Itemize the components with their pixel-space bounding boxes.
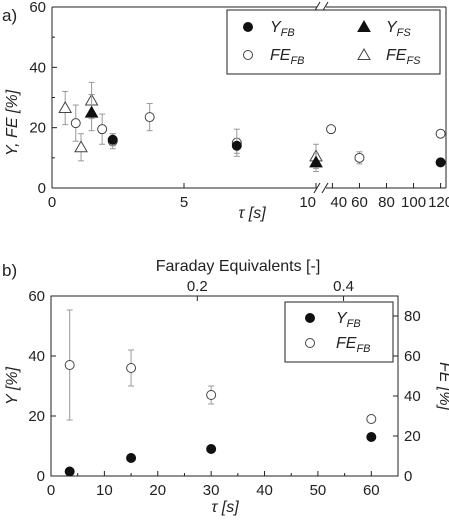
- legend-marker: [243, 22, 253, 32]
- y2-tick-label-b: 60: [404, 348, 421, 365]
- data-point-y-fb: [206, 444, 217, 454]
- legend-marker: [357, 19, 371, 32]
- top-axis-label-b: Faraday Equivalents [-]: [156, 258, 321, 275]
- data-point-y-fb: [231, 140, 242, 151]
- legend-marker: [305, 313, 315, 323]
- x-tick-label-a: 40: [330, 194, 347, 211]
- legend-label: FEFB: [270, 47, 305, 67]
- data-point-y-fb: [435, 157, 446, 168]
- data-point-fe-fb: [354, 152, 365, 163]
- data-point-fe-fs: [74, 140, 88, 153]
- y2-tick-label-b: 0: [404, 468, 412, 485]
- x-axis-label-b: τ [s]: [211, 499, 239, 516]
- data-point-fe-fb: [206, 390, 217, 400]
- y2-tick-label-b: 20: [404, 428, 421, 445]
- x-axis-label-a: τ [s]: [238, 205, 266, 222]
- data-point-fe-fb: [144, 112, 155, 123]
- data-point-fe-fb: [70, 118, 81, 129]
- legend-marker: [357, 47, 371, 60]
- data-point-y-fb: [366, 432, 377, 442]
- y-axis-label-a: Y, FE [%]: [4, 89, 21, 156]
- legend-marker: [305, 338, 315, 348]
- data-point-fe-fb: [366, 414, 377, 424]
- x-tick-label-b: 30: [203, 482, 220, 499]
- y2-tick-label-b: 80: [404, 308, 421, 325]
- y2-axis-label-b: FE [%]: [436, 362, 449, 411]
- x-tick-label-b: 10: [96, 482, 113, 499]
- data-point-fe-fb: [326, 124, 337, 135]
- x-tick-label-b: 0: [47, 482, 55, 499]
- data-point-fe-fb: [64, 360, 75, 370]
- panel-label-a: a): [2, 6, 17, 25]
- x-tick-label-b: 50: [310, 482, 327, 499]
- legend-label: YFB: [336, 310, 361, 330]
- x-tick-label-a: 120: [428, 194, 449, 211]
- y-tick-label-a: 40: [29, 59, 46, 76]
- x-tick-label-a: 10: [299, 194, 316, 211]
- x-tick-label-a: 60: [351, 194, 368, 211]
- plot-frame-b: [50, 295, 399, 477]
- legend-label: YFS: [386, 19, 411, 39]
- y-tick-label-b: 0: [37, 468, 45, 485]
- y-tick-label-a: 0: [38, 180, 46, 197]
- legend-label: FEFB: [336, 335, 371, 355]
- chart-panel-b: b) Faraday Equivalents [-] Y [%] FE [%] …: [2, 258, 449, 516]
- legend-label: FEFS: [386, 47, 421, 67]
- data-point-y-fb: [64, 466, 75, 477]
- data-point-fe-fs: [58, 101, 73, 114]
- data-point-fe-fb: [126, 363, 137, 373]
- y-tick-label-a: 60: [29, 0, 46, 16]
- panel-label-b: b): [2, 261, 17, 280]
- axis-break-bottom-0: [313, 182, 321, 194]
- x-tick-label-b: 40: [256, 482, 273, 499]
- x-tick-label-a: 0: [48, 194, 56, 211]
- x-tick-label-a: 100: [401, 194, 426, 211]
- data-point-fe-fb: [97, 124, 108, 135]
- axis-break-bottom-1: [321, 182, 329, 194]
- data-point-y-fb: [126, 453, 137, 463]
- x-tick-label-b: 60: [363, 482, 380, 499]
- legend-a: [226, 9, 441, 75]
- data-point-y-fs: [309, 155, 323, 168]
- data-point-y-fb: [107, 134, 118, 145]
- y-tick-label-b: 60: [28, 288, 45, 305]
- y-tick-label-a: 20: [29, 120, 46, 137]
- top-tick-label-b: 0.2: [187, 278, 208, 295]
- y-tick-label-b: 20: [28, 408, 45, 425]
- data-point-fe-fb: [435, 128, 446, 139]
- y2-tick-label-b: 40: [404, 388, 421, 405]
- legend-label: YFB: [270, 19, 295, 39]
- data-point-y-fs: [84, 105, 99, 118]
- top-tick-label-b: 0.4: [333, 278, 354, 295]
- x-tick-label-a: 5: [180, 194, 188, 211]
- y-tick-label-b: 40: [28, 348, 45, 365]
- legend-b: [284, 301, 394, 363]
- y-axis-label-b: Y [%]: [4, 366, 21, 405]
- legend-marker: [243, 50, 253, 60]
- x-tick-label-a: 80: [378, 194, 395, 211]
- x-tick-label-b: 20: [149, 482, 166, 499]
